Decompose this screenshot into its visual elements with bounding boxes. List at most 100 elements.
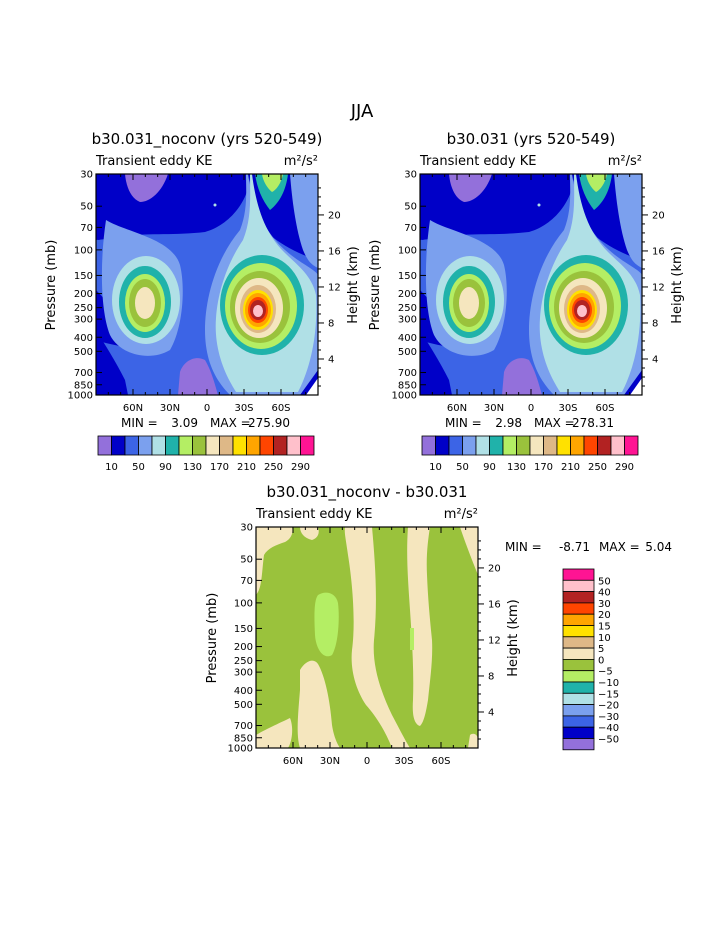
panel-a-ytick-label: 1000 — [68, 391, 93, 402]
panel-a-ytick-right-label: 20 — [328, 210, 341, 221]
panel-a-ytick-right-label: 8 — [328, 318, 334, 329]
panel-b-max-value: 278.31 — [572, 416, 614, 430]
panel-c-colorbar-label: −20 — [598, 701, 619, 712]
panel-c-colorbar-label: −10 — [598, 678, 619, 689]
panel-a-colorbar-swatch — [286, 435, 301, 456]
panel-a-ytick-label: 850 — [74, 380, 93, 391]
panel-c-colorbar-label: −40 — [598, 723, 619, 734]
panel-c-colorbar-swatch — [562, 602, 595, 615]
panel-c-ytick-label: 100 — [234, 598, 253, 609]
panel-a-colorbar-swatch — [165, 435, 180, 456]
panel-c-max-label: MAX = — [599, 540, 640, 554]
panel-b-colorbar-swatch — [462, 435, 477, 456]
panel-c-colorbar-swatch — [562, 579, 595, 592]
panel-a: b30.031_noconv (yrs 520-549) Transient e… — [44, 130, 361, 473]
panel-b-ytick-label: 250 — [398, 303, 417, 314]
panel-c-ytick-label: 150 — [234, 624, 253, 635]
panel-b-colorbar-swatch — [570, 435, 585, 456]
panel-c-colorbar-swatch — [562, 738, 595, 751]
panel-b-colorbar-label: 250 — [588, 462, 607, 473]
panel-c-min-label: MIN = — [505, 540, 542, 554]
panel-a-colorbar-swatch — [273, 435, 288, 456]
panel-c-colorbar-swatch — [562, 625, 595, 638]
panel-c-ytick-label: 30 — [240, 523, 253, 534]
panel-c-ytick-right-label: 16 — [488, 599, 501, 610]
panel-a-subtitle: Transient eddy KE — [95, 154, 213, 169]
panel-c-colorbar-swatch — [562, 659, 595, 672]
panel-c-ytick-right-label: 8 — [488, 671, 494, 682]
panel-c-colorbar-label: −30 — [598, 712, 619, 723]
panel-a-ytick-right-label: 16 — [328, 246, 341, 257]
panel-b-colorbar-label: 290 — [615, 462, 634, 473]
panel-c-colorbar-swatch — [562, 591, 595, 604]
panel-b-ytick-label: 200 — [398, 289, 417, 300]
panel-c-ylabel: Pressure (mb) — [205, 593, 220, 684]
panel-b-colorbar-swatch — [583, 435, 598, 456]
panel-a-colorbar-label: 50 — [132, 462, 145, 473]
panel-a-colorbar-swatch — [97, 435, 112, 456]
panel-a-colorbar-label: 210 — [237, 462, 256, 473]
panel-b-units: m²/s² — [608, 154, 642, 169]
panel-c-colorbar-label: −5 — [598, 667, 613, 678]
panel-b-colorbar-swatch — [502, 435, 517, 456]
panel-c-ytick-label: 300 — [234, 668, 253, 679]
panel-b-xtick-label: 30N — [484, 403, 504, 414]
panel-c-colorbar-label: 30 — [598, 599, 611, 610]
panel-c-xtick-label: 60N — [283, 756, 303, 767]
panel-c-colorbar-label: 15 — [598, 622, 611, 633]
panel-b-min-value: 2.98 — [495, 416, 522, 430]
panel-a-title: b30.031_noconv (yrs 520-549) — [92, 130, 323, 149]
panel-a-colorbar-swatch — [178, 435, 193, 456]
panel-b-colorbar-label: 170 — [534, 462, 553, 473]
panel-c-colorbar-swatch — [562, 613, 595, 626]
panel-a-colorbar-swatch — [124, 435, 139, 456]
panel-a-ytick-label: 150 — [74, 271, 93, 282]
panel-b-ytick-right-label: 8 — [652, 318, 658, 329]
panel-a-colorbar-swatch — [246, 435, 261, 456]
panel-a-ytick-label: 500 — [74, 347, 93, 358]
panel-a-ytick-label: 70 — [80, 223, 93, 234]
panel-b-xtick-label: 60S — [595, 403, 614, 414]
panel-c-ytick-label: 50 — [240, 555, 253, 566]
panel-b-ytick-label: 70 — [404, 223, 417, 234]
panel-c-ytick-right-label: 20 — [488, 563, 501, 574]
panel-c-ytick-label: 500 — [234, 700, 253, 711]
panel-c-ytick-label: 850 — [234, 733, 253, 744]
panel-b-contours — [420, 174, 642, 395]
panel-c-ytick-label: 1000 — [228, 744, 253, 755]
panel-c-contours — [256, 527, 478, 748]
panel-c-colorbar-swatch — [562, 704, 595, 717]
panel-a-units: m²/s² — [284, 154, 318, 169]
panel-b-ytick-right-label: 12 — [652, 282, 665, 293]
panel-a-ytick-label: 400 — [74, 333, 93, 344]
panel-c-colorbar-label: 10 — [598, 633, 611, 644]
panel-b-ytick-label: 100 — [398, 245, 417, 256]
panel-b-colorbar-label: 130 — [507, 462, 526, 473]
panel-c-xtick-label: 60S — [431, 756, 450, 767]
panel-a-xtick-label: 30S — [234, 403, 253, 414]
panel-a-colorbar-swatch — [192, 435, 207, 456]
panel-b-colorbar-swatch — [489, 435, 504, 456]
panel-a-min-value: 3.09 — [171, 416, 198, 430]
panel-a-colorbar-swatch — [205, 435, 220, 456]
panel-a-ytick-label: 200 — [74, 289, 93, 300]
panel-b-ytick-label: 1000 — [392, 391, 417, 402]
panel-b-colorbar-swatch — [556, 435, 571, 456]
panel-b-ytick-label: 850 — [398, 380, 417, 391]
panel-a-ytick-label: 30 — [80, 170, 93, 181]
panel-b-ytick-right-label: 16 — [652, 246, 665, 257]
panel-c-ytick-label: 250 — [234, 656, 253, 667]
panel-b-ytick-right-label: 4 — [652, 354, 658, 365]
panel-b-colorbar-swatch — [610, 435, 625, 456]
panel-c-colorbar-label: 20 — [598, 610, 611, 621]
panel-c-ytick-label: 200 — [234, 642, 253, 653]
panel-b-ylabel-right: Height (km) — [670, 246, 685, 323]
panel-c-colorbar-swatch — [562, 647, 595, 660]
panel-b-max-label: MAX = — [534, 416, 575, 430]
panel-b-colorbar-swatch — [516, 435, 531, 456]
panel-c-xtick-label: 30S — [394, 756, 413, 767]
panel-a-colorbar-label: 170 — [210, 462, 229, 473]
panel-b-colorbar-swatch — [448, 435, 463, 456]
panel-a-colorbar-label: 290 — [291, 462, 310, 473]
panel-a-contours — [96, 174, 318, 395]
